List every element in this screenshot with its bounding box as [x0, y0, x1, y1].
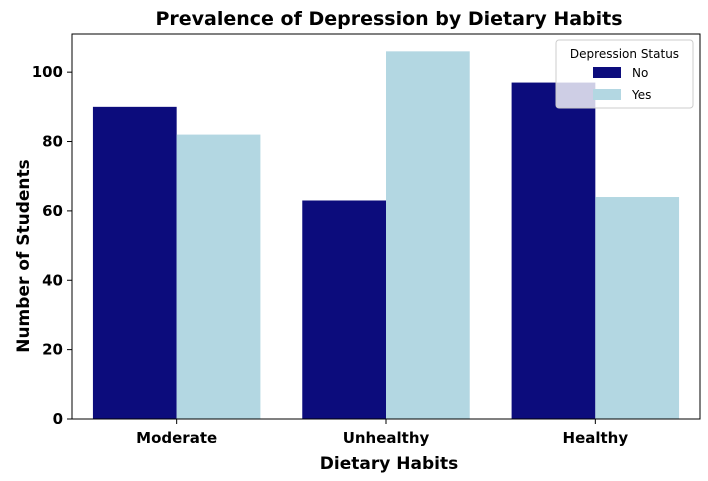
x-tick-label-unhealthy: Unhealthy — [343, 429, 430, 447]
plot-area: Moderate Unhealthy Healthy 0 20 40 60 80 100 — [32, 33, 701, 447]
y-tick-label-40: 40 — [42, 271, 63, 289]
legend: Depression Status No Yes — [555, 39, 694, 109]
chart-title: Prevalence of Depression by Dietary Habi… — [155, 8, 622, 30]
bar-unhealthy-no — [302, 200, 386, 419]
y-axis-label: Number of Students — [14, 159, 34, 353]
y-tick-label-20: 20 — [42, 341, 63, 359]
legend-swatch-no — [593, 67, 621, 78]
bar-unhealthy-yes — [386, 51, 470, 420]
bar-healthy-no — [511, 82, 596, 419]
bar-moderate-yes — [176, 134, 261, 419]
x-tick-label-moderate: Moderate — [136, 429, 217, 447]
legend-label-yes: Yes — [631, 88, 651, 102]
y-tick-label-0: 0 — [53, 410, 63, 428]
legend-box — [555, 39, 694, 109]
x-tick-label-healthy: Healthy — [563, 429, 629, 447]
legend-swatch-yes — [593, 89, 621, 100]
y-tick-label-100: 100 — [32, 63, 63, 81]
axes-frame — [71, 33, 701, 420]
y-tick-label-80: 80 — [42, 133, 63, 151]
y-tick-label-60: 60 — [42, 202, 63, 220]
legend-title: Depression Status — [570, 47, 679, 61]
bar-moderate-no — [92, 106, 177, 419]
legend-label-no: No — [632, 66, 648, 80]
x-axis-label: Dietary Habits — [320, 454, 458, 474]
bar-healthy-yes — [595, 197, 680, 419]
